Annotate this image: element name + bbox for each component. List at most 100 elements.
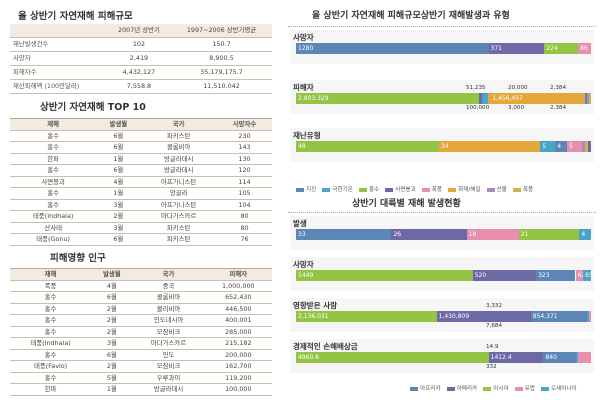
table-cell: 35,179,175.7 xyxy=(171,65,272,80)
table-cell: 5월 xyxy=(91,372,133,384)
legend-label: 유럽 xyxy=(524,386,535,392)
chart2-legend: 아프리카 아메리카 아시아 유럽 오세아니아 xyxy=(410,384,577,392)
table-cell: 3월 xyxy=(91,337,133,350)
table-row: 태풍(Indhala) 2월 마다가스카르 80 xyxy=(10,210,272,223)
table-header: 사망자수 xyxy=(217,118,272,131)
table-row: 홍수 6월 파키스탄 230 xyxy=(10,130,272,142)
table-cell: 사면붕괴 xyxy=(10,176,97,188)
affected-title: 피해영향 인구 xyxy=(50,253,106,264)
top10-table: 재해 발생월 국가 사망자수 홍수 6월 파키스탄 230 홍수 6월 콜롬비아 143 한파 1월 방글라… xyxy=(10,118,272,246)
bar-segment: 18 xyxy=(466,229,519,240)
table-header: 재해 xyxy=(10,118,97,131)
table-header: 발생월 xyxy=(96,118,141,131)
legend-item: 산불 xyxy=(486,185,507,193)
legend-item: 화재/해일 xyxy=(448,185,481,193)
row-label: 피해자 xyxy=(293,83,314,92)
legend-label: 화재/해일 xyxy=(458,187,481,193)
legend-swatch xyxy=(358,187,367,192)
legend-label: 아프리카 xyxy=(420,386,441,392)
bar-segment: 1 xyxy=(585,141,588,152)
legend-swatch xyxy=(483,386,492,391)
table-row: 사면붕괴 4월 아프가니스탄 114 xyxy=(10,176,272,188)
legend-item: 유럽 xyxy=(514,384,535,392)
bar-annotation: 3,000 xyxy=(508,105,525,111)
row-label: 재난유형 xyxy=(293,131,321,140)
legend-label: 산불 xyxy=(496,187,507,193)
table-cell: 2월 xyxy=(91,303,133,315)
table-cell: 홍수 xyxy=(10,187,97,200)
table-row: 한파 1월 방글라데시 100,000 xyxy=(10,383,272,396)
bar-segment: 4 xyxy=(555,141,568,152)
table-row: 홍수 6월 방글라데시 120 xyxy=(10,164,272,177)
bar-segment: 2,803,329 xyxy=(296,93,479,104)
legend-swatch xyxy=(540,386,549,391)
row-label: 사망자 xyxy=(293,260,314,269)
table-cell: 홍수 xyxy=(10,326,92,338)
bar-segment: 1449 xyxy=(296,270,473,281)
table-cell: 마다가스카르 xyxy=(140,210,218,223)
bar-segment: 33 xyxy=(296,229,392,240)
table-cell: 파키스탄 xyxy=(140,130,218,142)
bar-segment: 323 xyxy=(536,270,576,281)
row-label: 사망자 xyxy=(293,33,314,42)
top10-title: 상반기 자연재해 TOP 10 xyxy=(40,102,146,113)
table-cell: 400,001 xyxy=(204,314,272,327)
bar-segment: 224 xyxy=(544,43,579,54)
bar-segment xyxy=(589,93,592,104)
table-row: 홍수 2월 볼리비아 446,500 xyxy=(10,303,272,315)
table-cell: 인도 xyxy=(132,349,205,361)
legend-swatch xyxy=(514,386,523,391)
legend-swatch xyxy=(322,187,331,192)
table-cell: 마다가스카르 xyxy=(132,337,205,350)
table-row: 홍수 2월 인도네시아 400,001 xyxy=(10,314,272,327)
table-header: 1997~2006 상반기평균 xyxy=(171,24,272,38)
table-cell: 앙골라 xyxy=(140,187,218,200)
legend-label: 아메리카 xyxy=(456,386,478,392)
table-cell: 119,200 xyxy=(204,372,272,384)
table-cell: 파키스탄 xyxy=(140,222,218,234)
bar-segment: 5 xyxy=(567,141,583,152)
table-cell: 콜롬비아 xyxy=(132,291,205,304)
table-row: 홍수 6월 콜롬비아 652,430 xyxy=(10,291,272,304)
bar-segment: 854,371 xyxy=(530,311,588,322)
table-cell: 폭풍 xyxy=(10,280,92,292)
row-label: 경제적인 손해배상금 xyxy=(293,342,358,351)
row-label: 영향받은 사람 xyxy=(293,301,338,310)
table-header: 국가 xyxy=(140,118,218,131)
legend-item: 극한기온 xyxy=(322,185,353,193)
legend-label: 아시아 xyxy=(493,386,509,392)
bar-annotation: 100,000 xyxy=(466,105,490,111)
table-row: 홍수 6월 인도 200,000 xyxy=(10,349,272,361)
table-header: 2007년 상반기 xyxy=(106,24,171,38)
legend-label: 오세아니아 xyxy=(550,386,577,392)
bar-annotation: 51,235 xyxy=(466,85,486,91)
table-cell: 6월 xyxy=(91,349,133,361)
table-cell: 모잠비크 xyxy=(132,360,205,373)
bar-segment: 4 xyxy=(579,229,591,240)
legend-item: 아시아 xyxy=(483,384,509,392)
table-cell: 102 xyxy=(106,37,171,52)
table-cell: 114 xyxy=(217,176,272,188)
bar-segment: 1 xyxy=(588,141,591,152)
table-cell: 120 xyxy=(217,164,272,177)
summary-table: 2007년 상반기 1997~2006 상반기평균 재난발생건수 102 150.7 사망… xyxy=(10,24,272,94)
table-cell: 230 xyxy=(217,130,272,142)
table-cell: 6월 xyxy=(96,164,141,177)
legend-item: 아프리카 xyxy=(410,384,441,392)
bar-segment: 86 xyxy=(578,43,591,54)
legend-swatch xyxy=(385,187,394,192)
table-cell: 162,700 xyxy=(204,360,272,373)
bar-segment xyxy=(578,352,591,363)
table-header: 국가 xyxy=(132,268,205,281)
table-row: 홍수 6월 콜롬비아 143 xyxy=(10,141,272,154)
bar-segment: 1412.4 xyxy=(488,352,544,363)
table-cell: 인도네시아 xyxy=(132,314,205,327)
table-cell: 6월 xyxy=(96,233,141,246)
divider xyxy=(288,26,596,27)
bar-segment: 34 xyxy=(439,141,541,152)
table-cell: 방글라데시 xyxy=(140,153,218,165)
legend-label: 극한기온 xyxy=(332,187,353,193)
bar-segment xyxy=(478,93,482,104)
bar-segment: 26 xyxy=(391,229,467,240)
table-cell: 652,430 xyxy=(204,291,272,304)
